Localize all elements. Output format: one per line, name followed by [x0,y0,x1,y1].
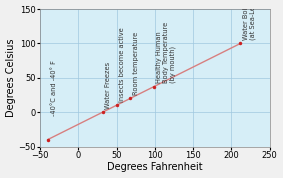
Y-axis label: Degrees Celsius: Degrees Celsius [6,38,16,117]
Text: Water Freezes: Water Freezes [105,62,111,109]
Text: Water Boils
(at Sea-Level Pressure): Water Boils (at Sea-Level Pressure) [243,0,256,40]
Text: Healthy Human
Body Temperature
(by mouth): Healthy Human Body Temperature (by mouth… [156,22,176,83]
Text: Room temperature: Room temperature [133,32,139,95]
X-axis label: Degrees Fahrenheit: Degrees Fahrenheit [107,163,203,172]
Text: Insects become active: Insects become active [119,27,125,102]
Text: -40°C and -40° F: -40°C and -40° F [51,60,57,116]
